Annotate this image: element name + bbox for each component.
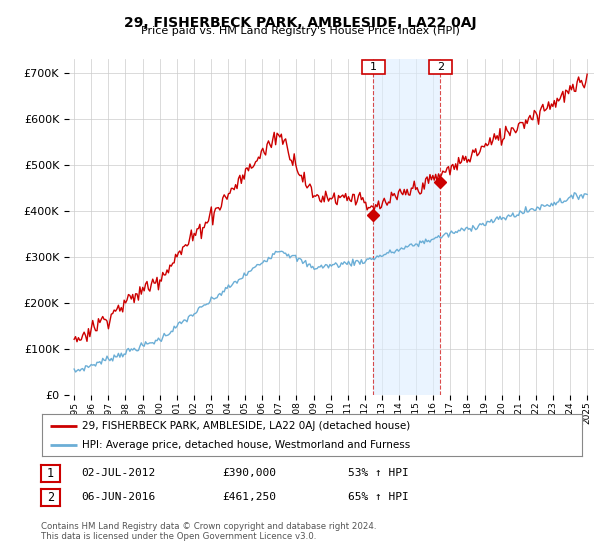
Text: 1: 1 — [370, 62, 377, 72]
FancyBboxPatch shape — [429, 60, 452, 74]
Text: 65% ↑ HPI: 65% ↑ HPI — [348, 492, 409, 502]
Text: £461,250: £461,250 — [222, 492, 276, 502]
Text: 29, FISHERBECK PARK, AMBLESIDE, LA22 0AJ: 29, FISHERBECK PARK, AMBLESIDE, LA22 0AJ — [124, 16, 476, 30]
Text: 2: 2 — [47, 491, 54, 505]
Text: 2: 2 — [437, 62, 444, 72]
FancyBboxPatch shape — [362, 60, 385, 74]
Text: 53% ↑ HPI: 53% ↑ HPI — [348, 468, 409, 478]
Text: 29, FISHERBECK PARK, AMBLESIDE, LA22 0AJ (detached house): 29, FISHERBECK PARK, AMBLESIDE, LA22 0AJ… — [83, 421, 411, 431]
Text: 1: 1 — [47, 467, 54, 480]
Text: Price paid vs. HM Land Registry's House Price Index (HPI): Price paid vs. HM Land Registry's House … — [140, 26, 460, 36]
Text: £390,000: £390,000 — [222, 468, 276, 478]
Text: 02-JUL-2012: 02-JUL-2012 — [81, 468, 155, 478]
Bar — [373, 59, 440, 395]
Text: HPI: Average price, detached house, Westmorland and Furness: HPI: Average price, detached house, West… — [83, 440, 411, 450]
Text: Contains HM Land Registry data © Crown copyright and database right 2024.
This d: Contains HM Land Registry data © Crown c… — [41, 522, 376, 542]
Text: 06-JUN-2016: 06-JUN-2016 — [81, 492, 155, 502]
